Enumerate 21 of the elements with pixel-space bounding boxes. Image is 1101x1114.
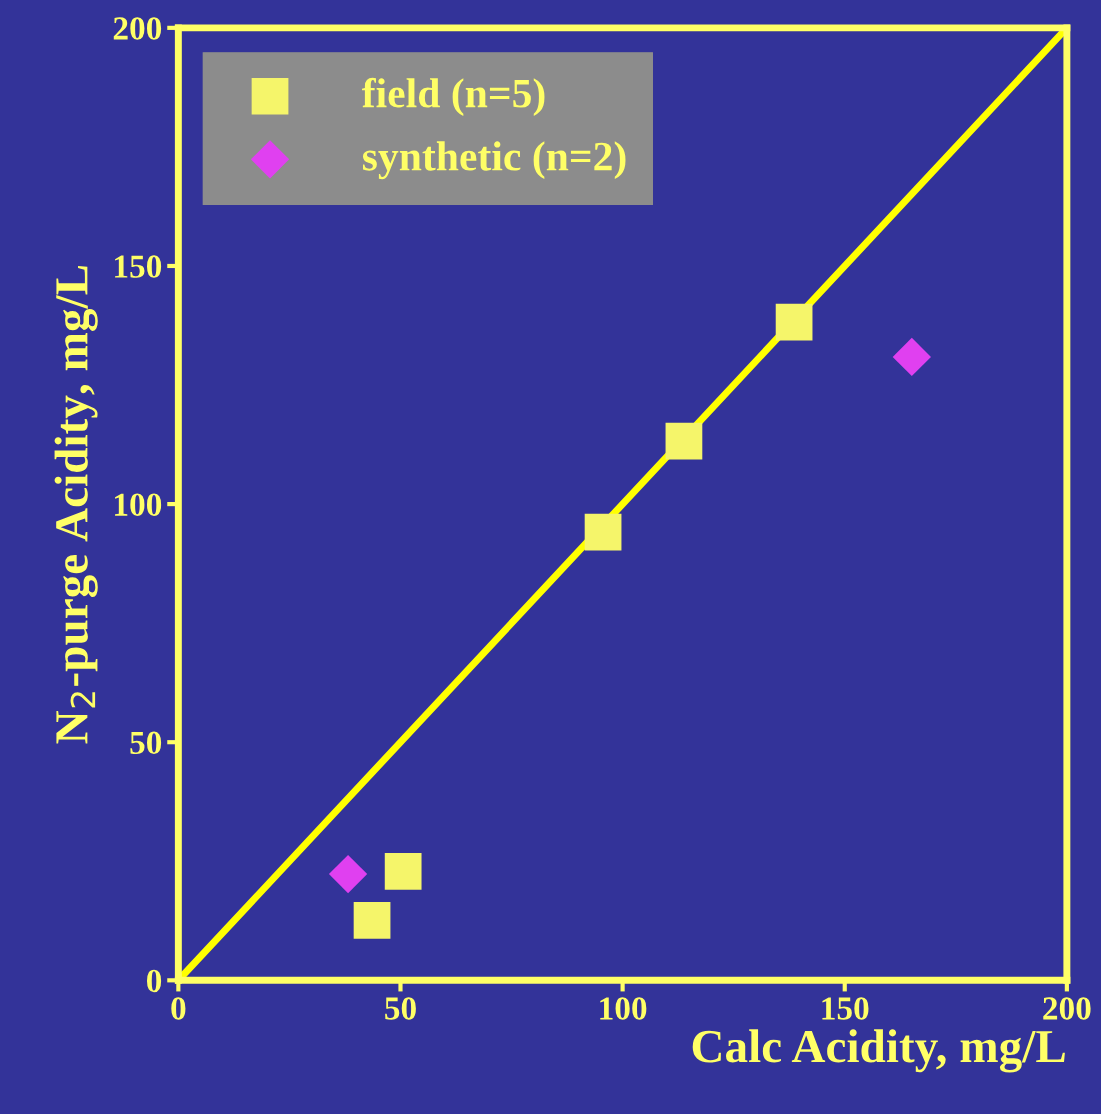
point <box>353 901 391 939</box>
point <box>584 513 622 551</box>
legend-label: field (n=5) <box>362 77 545 117</box>
y-axis-title: N$_{2}$-purge Acidity, mg/L <box>54 265 98 744</box>
y-tick-label: 100 <box>115 493 162 516</box>
y-tick-label: 0 <box>146 969 162 993</box>
x-axis-title: Calc Acidity, mg/L <box>692 1029 1065 1073</box>
point <box>328 854 368 894</box>
point <box>892 337 931 377</box>
legend-label: synthetic (n=2) <box>362 141 626 180</box>
y-tick-label: 150 <box>115 255 162 278</box>
x-tick-label: 50 <box>385 997 416 1020</box>
point <box>775 303 813 341</box>
x-tick-label: 150 <box>822 997 869 1020</box>
point <box>665 422 703 460</box>
x-tick-label: 0 <box>171 997 186 1020</box>
x-tick-label: 100 <box>600 997 647 1020</box>
x-tick-label: 200 <box>1043 997 1091 1020</box>
y-tick-label: 200 <box>113 17 162 40</box>
y-tick-label: 50 <box>130 731 162 755</box>
point <box>384 852 422 890</box>
